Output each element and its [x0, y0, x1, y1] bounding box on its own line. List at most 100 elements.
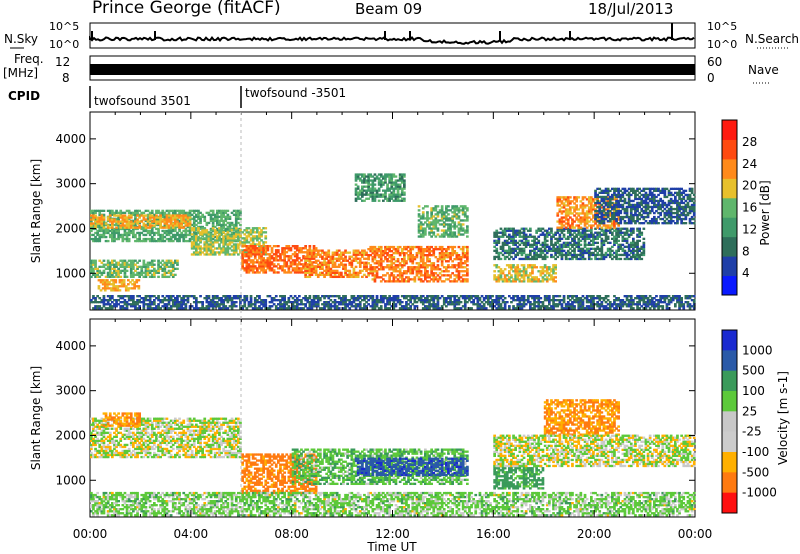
heatmap-cell	[556, 200, 560, 203]
heatmap-cell	[516, 231, 520, 234]
heatmap-cell	[598, 207, 602, 211]
heatmap-cell	[419, 250, 423, 253]
heatmap-cell	[176, 225, 179, 229]
heatmap-cell	[531, 276, 534, 279]
heatmap-cell	[571, 253, 574, 257]
heatmap-cell	[541, 268, 545, 271]
heatmap-cell	[556, 212, 560, 215]
heatmap-cell	[550, 255, 553, 259]
freq-label: Freq.	[14, 52, 44, 66]
heatmap-cell	[171, 265, 175, 269]
heatmap-cell	[550, 227, 553, 230]
heatmap-cell	[369, 183, 373, 186]
heatmap-cell	[379, 185, 383, 188]
heatmap-cell	[461, 209, 465, 212]
heatmap-cell	[197, 237, 200, 240]
heatmap-cell	[686, 213, 690, 217]
heatmap-cell	[596, 187, 599, 191]
heatmap-cell	[121, 227, 125, 231]
heatmap-cell	[398, 264, 402, 267]
heatmap-cell	[157, 227, 160, 231]
heatmap-cell	[413, 278, 417, 281]
heatmap-cell	[333, 263, 337, 266]
heatmap-cell	[97, 287, 101, 290]
heatmap-cell	[659, 199, 662, 203]
heatmap-cell	[293, 247, 297, 250]
heatmap-cell	[466, 250, 469, 253]
heatmap-cell	[434, 221, 438, 224]
heatmap-cell	[356, 197, 360, 200]
heatmap-cell	[361, 199, 364, 202]
heatmap-cell	[321, 263, 324, 266]
heatmap-cell	[98, 222, 102, 225]
heatmap-cell	[358, 257, 362, 260]
heatmap-cell	[575, 200, 578, 203]
heatmap-cell	[445, 229, 448, 232]
heatmap-cell	[354, 259, 358, 262]
heatmap-cell	[455, 256, 459, 259]
heatmap-cell	[234, 243, 238, 246]
heatmap-cell	[346, 269, 349, 273]
heatmap-cell	[438, 254, 442, 257]
heatmap-cell	[388, 179, 391, 182]
heatmap-cell	[159, 214, 162, 217]
heatmap-cell	[138, 226, 141, 229]
heatmap-cell	[505, 274, 509, 277]
heatmap-cell	[132, 233, 135, 237]
heatmap-cell	[671, 193, 675, 197]
heatmap-cell	[281, 269, 284, 272]
heatmap-cell	[277, 271, 280, 274]
heatmap-cell	[640, 215, 644, 219]
heatmap-cell	[556, 229, 560, 232]
heatmap-cell	[627, 243, 631, 247]
heatmap-cell	[575, 241, 578, 245]
heatmap-cell	[510, 255, 513, 259]
heatmap-cell	[115, 221, 118, 225]
heatmap-cell	[113, 267, 116, 271]
heatmap-cell	[211, 217, 215, 221]
heatmap-cell	[382, 195, 385, 198]
heatmap-cell	[447, 209, 450, 212]
heatmap-cell	[600, 243, 604, 247]
heatmap-cell	[142, 222, 146, 225]
heatmap-cell	[510, 237, 513, 241]
heatmap-cell	[342, 253, 345, 256]
heatmap-cell	[508, 253, 511, 257]
heatmap-cell	[264, 245, 268, 248]
heatmap-cell	[132, 219, 135, 223]
heatmap-cell	[165, 271, 169, 275]
heatmap-cell	[354, 173, 358, 176]
heatmap-cell	[396, 260, 400, 263]
heatmap-cell	[375, 254, 379, 257]
heatmap-cell	[442, 254, 446, 257]
heatmap-cell	[421, 207, 425, 210]
heatmap-cell	[113, 263, 116, 266]
heatmap-cell	[558, 220, 562, 223]
heatmap-cell	[218, 243, 221, 246]
heatmap-cell	[295, 259, 299, 262]
heatmap-cell	[552, 245, 555, 249]
heatmap-cell	[119, 275, 123, 279]
heatmap-cell	[495, 280, 499, 283]
heatmap-cell	[319, 249, 322, 252]
heatmap-cell	[94, 239, 97, 243]
heatmap-cell	[400, 191, 404, 194]
heatmap-cell	[176, 209, 179, 213]
heatmap-cell	[573, 253, 576, 257]
heatmap-cell	[316, 259, 320, 262]
heatmap-cell	[138, 233, 141, 237]
heatmap-cell	[581, 212, 585, 215]
heatmap-cell	[90, 269, 93, 273]
heatmap-cell	[367, 175, 370, 178]
heatmap-cell	[92, 223, 95, 227]
heatmap-cell	[171, 216, 175, 219]
heatmap-cell	[451, 272, 454, 275]
heatmap-cell	[113, 231, 116, 235]
heatmap-cell	[398, 179, 402, 182]
heatmap-cell	[144, 271, 148, 275]
heatmap-cell	[442, 256, 446, 259]
heatmap-cell	[400, 260, 404, 263]
heatmap-cell	[629, 220, 633, 223]
heatmap-cell	[531, 257, 534, 261]
heatmap-cell	[413, 268, 417, 271]
